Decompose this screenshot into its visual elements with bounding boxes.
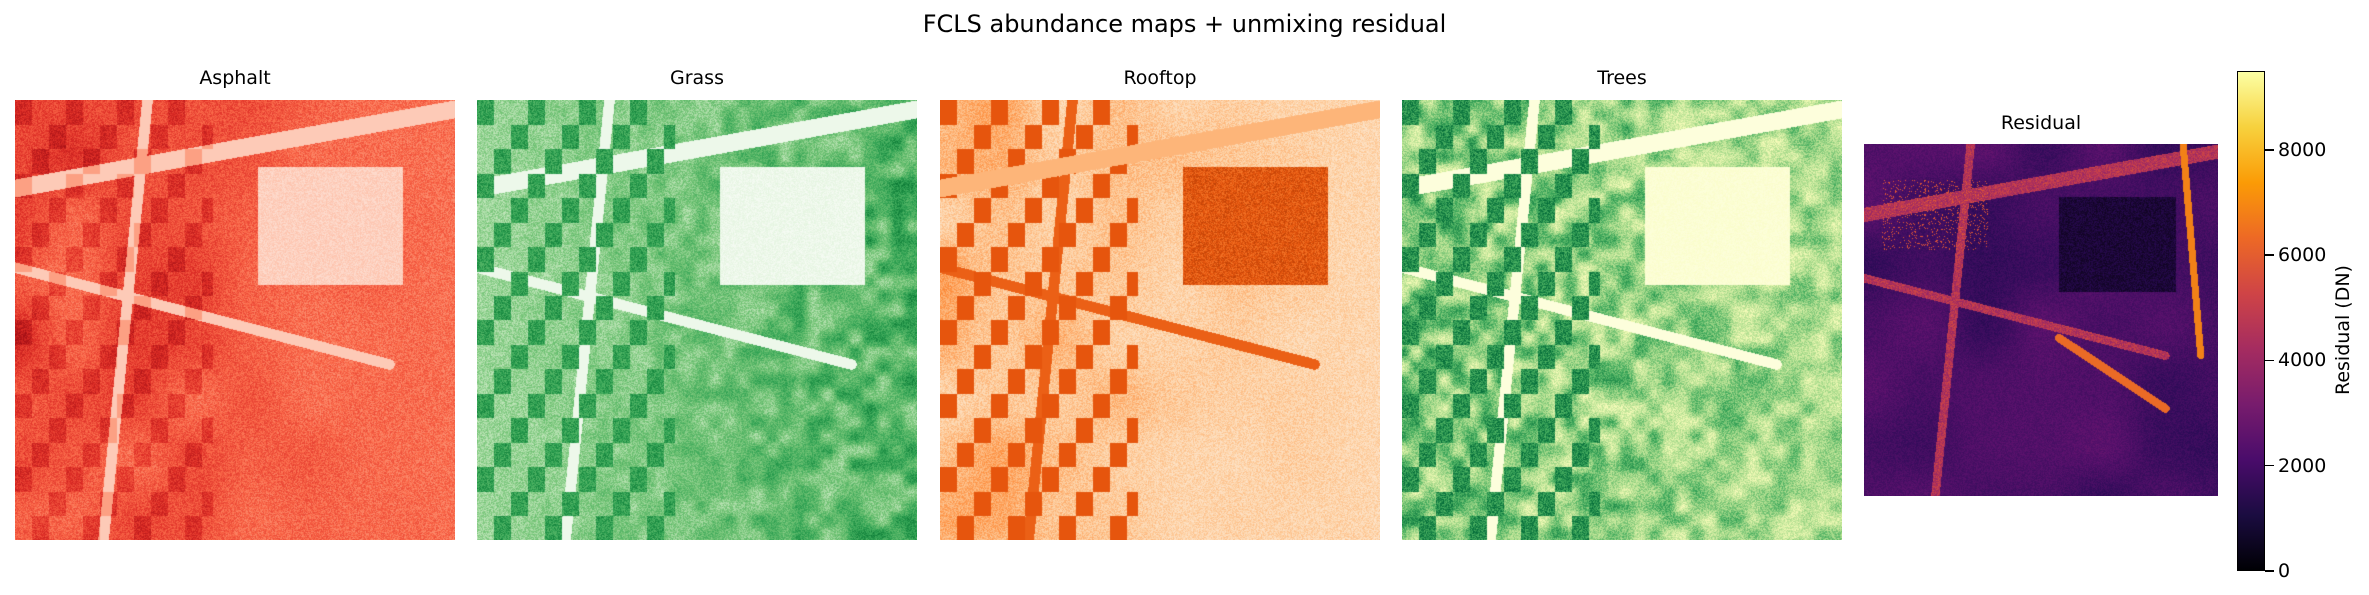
colorbar-tick-mark <box>2265 570 2274 572</box>
panel-title-grass: Grass <box>670 67 724 89</box>
rooftop-abundance-map <box>940 100 1380 540</box>
colorbar-tick-label: 2000 <box>2278 454 2327 477</box>
trees-abundance-map <box>1402 100 1842 540</box>
colorbar-tick-label: 4000 <box>2278 349 2327 372</box>
residual-map <box>1864 144 2218 496</box>
asphalt-abundance-map <box>15 100 455 540</box>
colorbar-tick-mark <box>2265 254 2274 256</box>
panel-title-trees: Trees <box>1597 67 1647 89</box>
grass-abundance-map <box>477 100 917 540</box>
panel-title-rooftop: Rooftop <box>1123 67 1197 89</box>
colorbar-tick-mark <box>2265 464 2274 467</box>
colorbar-tick-label: 0 <box>2278 560 2291 582</box>
colorbar-label: Residual (DN) <box>2332 265 2354 395</box>
colorbar-tick-label: 6000 <box>2278 244 2327 267</box>
colorbar-tick-mark <box>2265 359 2274 362</box>
panel-title-asphalt: Asphalt <box>199 67 271 89</box>
figure-title: FCLS abundance maps + unmixing residual <box>922 10 1447 38</box>
colorbar-tick-mark <box>2265 149 2274 151</box>
residual-colorbar <box>2237 71 2265 571</box>
colorbar-tick-label: 8000 <box>2278 138 2327 161</box>
panel-title-residual: Residual <box>2000 112 2082 134</box>
